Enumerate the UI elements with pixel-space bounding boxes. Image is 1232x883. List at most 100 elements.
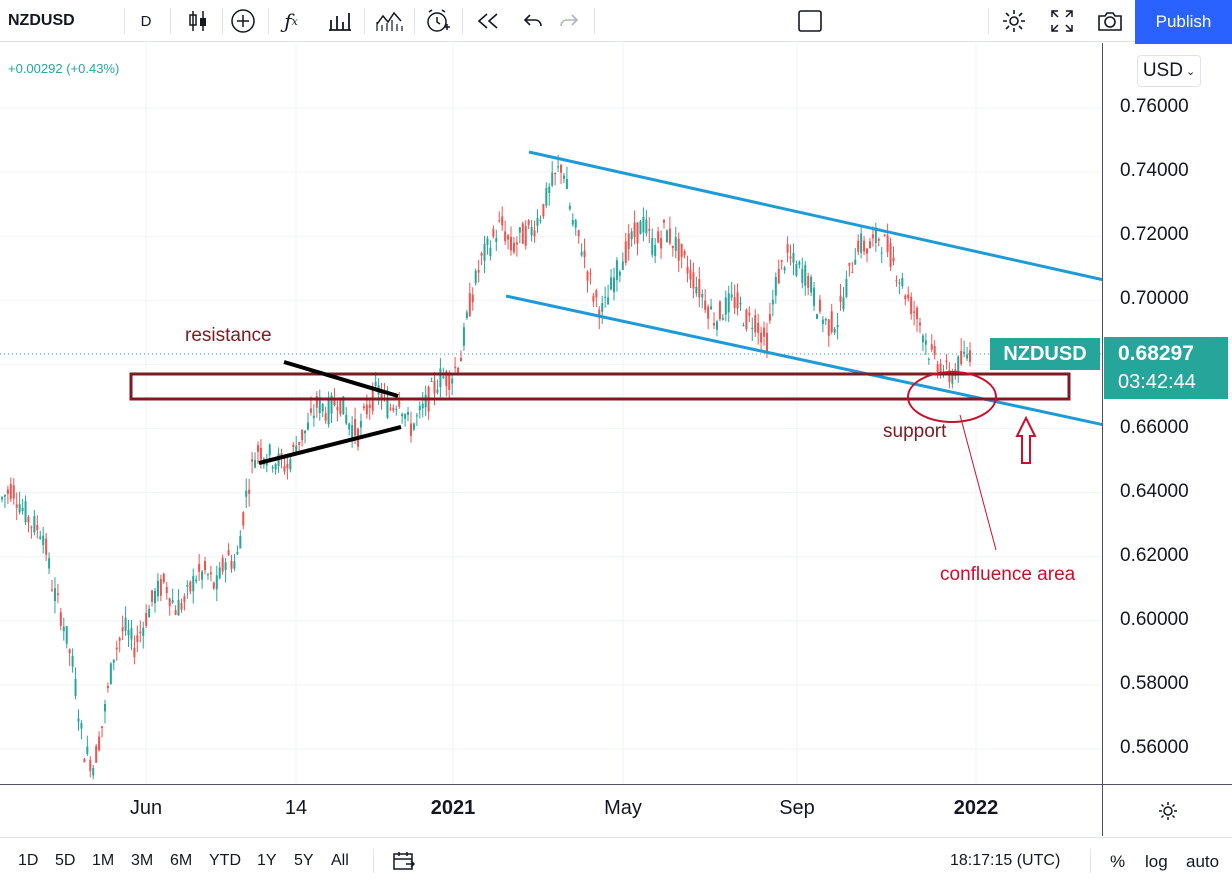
alert-icon[interactable] xyxy=(420,0,456,42)
candle-body xyxy=(251,459,254,462)
layout-icon[interactable] xyxy=(790,0,830,42)
add-indicator-icon[interactable] xyxy=(226,0,260,42)
settings-icon[interactable] xyxy=(994,0,1034,42)
candle-body xyxy=(342,396,345,415)
candle-body xyxy=(674,237,677,251)
candle-body xyxy=(630,231,633,240)
candle-body xyxy=(283,466,286,472)
candle-body xyxy=(404,414,407,419)
toolbar-divider xyxy=(124,8,125,34)
candle-body xyxy=(818,299,821,312)
candle-body xyxy=(612,277,615,293)
candle-body xyxy=(765,332,768,353)
range-button-5y[interactable]: 5Y xyxy=(294,852,314,869)
candle-body xyxy=(274,464,277,470)
range-button-all[interactable]: All xyxy=(331,852,349,869)
toolbar-divider xyxy=(414,8,415,34)
candle-body xyxy=(415,415,418,417)
log-scale-button[interactable]: log xyxy=(1145,852,1168,871)
candle-body xyxy=(171,600,174,603)
currency-select[interactable]: USD ⌄ xyxy=(1137,55,1201,87)
candle-body xyxy=(309,408,312,413)
camera-icon[interactable] xyxy=(1090,0,1130,42)
range-button-3m[interactable]: 3M xyxy=(131,852,154,869)
candle-body xyxy=(539,220,542,222)
candle-body xyxy=(133,647,136,658)
time-tick-label: 2021 xyxy=(430,797,476,819)
candle-body xyxy=(545,187,548,206)
candle-body xyxy=(916,307,919,320)
candles-icon[interactable] xyxy=(180,0,216,42)
candle-body xyxy=(548,186,551,194)
axis-settings-icon[interactable] xyxy=(1102,784,1232,836)
support-label: support xyxy=(883,421,947,442)
compare-icon[interactable] xyxy=(368,0,410,42)
candle-body xyxy=(960,350,963,364)
candle-body xyxy=(145,612,148,626)
price-scale[interactable]: 0.76000 0.74000 0.72000 0.70000 0.66000 0.640… xyxy=(1102,43,1232,784)
candle-body xyxy=(318,397,321,414)
candle-body xyxy=(289,459,292,470)
candle-body xyxy=(501,216,504,226)
bar-chart-icon[interactable] xyxy=(322,0,358,42)
range-button-1d[interactable]: 1D xyxy=(18,852,39,869)
range-button-5d[interactable]: 5D xyxy=(55,852,76,869)
candle-body xyxy=(351,425,354,439)
fullscreen-icon[interactable] xyxy=(1042,0,1082,42)
time-axis[interactable]: Jun 14 2021 May Sep 2022 xyxy=(0,784,1102,836)
candle-body xyxy=(951,375,954,384)
candle-body xyxy=(301,429,304,441)
candle-body xyxy=(468,293,471,317)
candle-body xyxy=(692,272,695,289)
candle-body xyxy=(504,231,507,242)
candle-body xyxy=(12,485,15,499)
candle-body xyxy=(586,271,589,281)
time-tick-label: 14 xyxy=(284,797,308,819)
candle-body xyxy=(101,726,104,728)
go-to-date-icon[interactable] xyxy=(392,850,416,877)
candle-body xyxy=(886,235,889,253)
range-button-6m[interactable]: 6M xyxy=(170,852,193,869)
range-button-1y[interactable]: 1Y xyxy=(257,852,277,869)
percent-scale-button[interactable]: % xyxy=(1110,852,1126,871)
auto-scale-button[interactable]: auto xyxy=(1186,852,1220,871)
publish-button[interactable]: Publish xyxy=(1135,0,1232,44)
price-chart[interactable] xyxy=(0,43,1102,784)
candle-body xyxy=(1,497,3,500)
interval-button[interactable]: D xyxy=(140,12,152,30)
chart-pane[interactable] xyxy=(0,43,1102,784)
candle-body xyxy=(927,358,930,360)
candle-body xyxy=(904,295,907,300)
utc-clock[interactable]: 18:17:15 (UTC) xyxy=(950,852,1061,869)
candle-body xyxy=(83,758,86,763)
candle-body xyxy=(256,445,259,452)
candle-body xyxy=(792,252,795,263)
candle-body xyxy=(618,271,621,276)
price-tick-label: 0.60000 xyxy=(1120,608,1189,630)
candle-body xyxy=(65,626,68,644)
candle-body xyxy=(848,262,851,266)
candle-body xyxy=(695,286,698,294)
price-tick-label: 0.62000 xyxy=(1120,544,1189,566)
symbol-search-button[interactable]: NZDUSD xyxy=(8,12,75,29)
candle-body xyxy=(495,237,498,243)
candle-body xyxy=(474,270,477,284)
toolbar-divider xyxy=(988,8,989,34)
candle-body xyxy=(15,504,18,508)
candle-body xyxy=(665,230,668,242)
candle-body xyxy=(424,394,427,408)
candle-body xyxy=(530,226,533,236)
candle-body xyxy=(233,561,236,569)
replay-icon[interactable] xyxy=(470,0,506,42)
resistance-label: resistance xyxy=(185,325,272,346)
candle-body xyxy=(957,356,960,376)
range-button-1m[interactable]: 1M xyxy=(92,852,115,869)
candle-body xyxy=(842,297,845,310)
undo-icon[interactable] xyxy=(516,0,550,42)
candle-body xyxy=(895,280,898,282)
time-tick-label: May xyxy=(604,797,642,819)
candle-body xyxy=(760,332,763,343)
redo-icon[interactable] xyxy=(552,0,586,42)
range-button-ytd[interactable]: YTD xyxy=(209,852,241,869)
